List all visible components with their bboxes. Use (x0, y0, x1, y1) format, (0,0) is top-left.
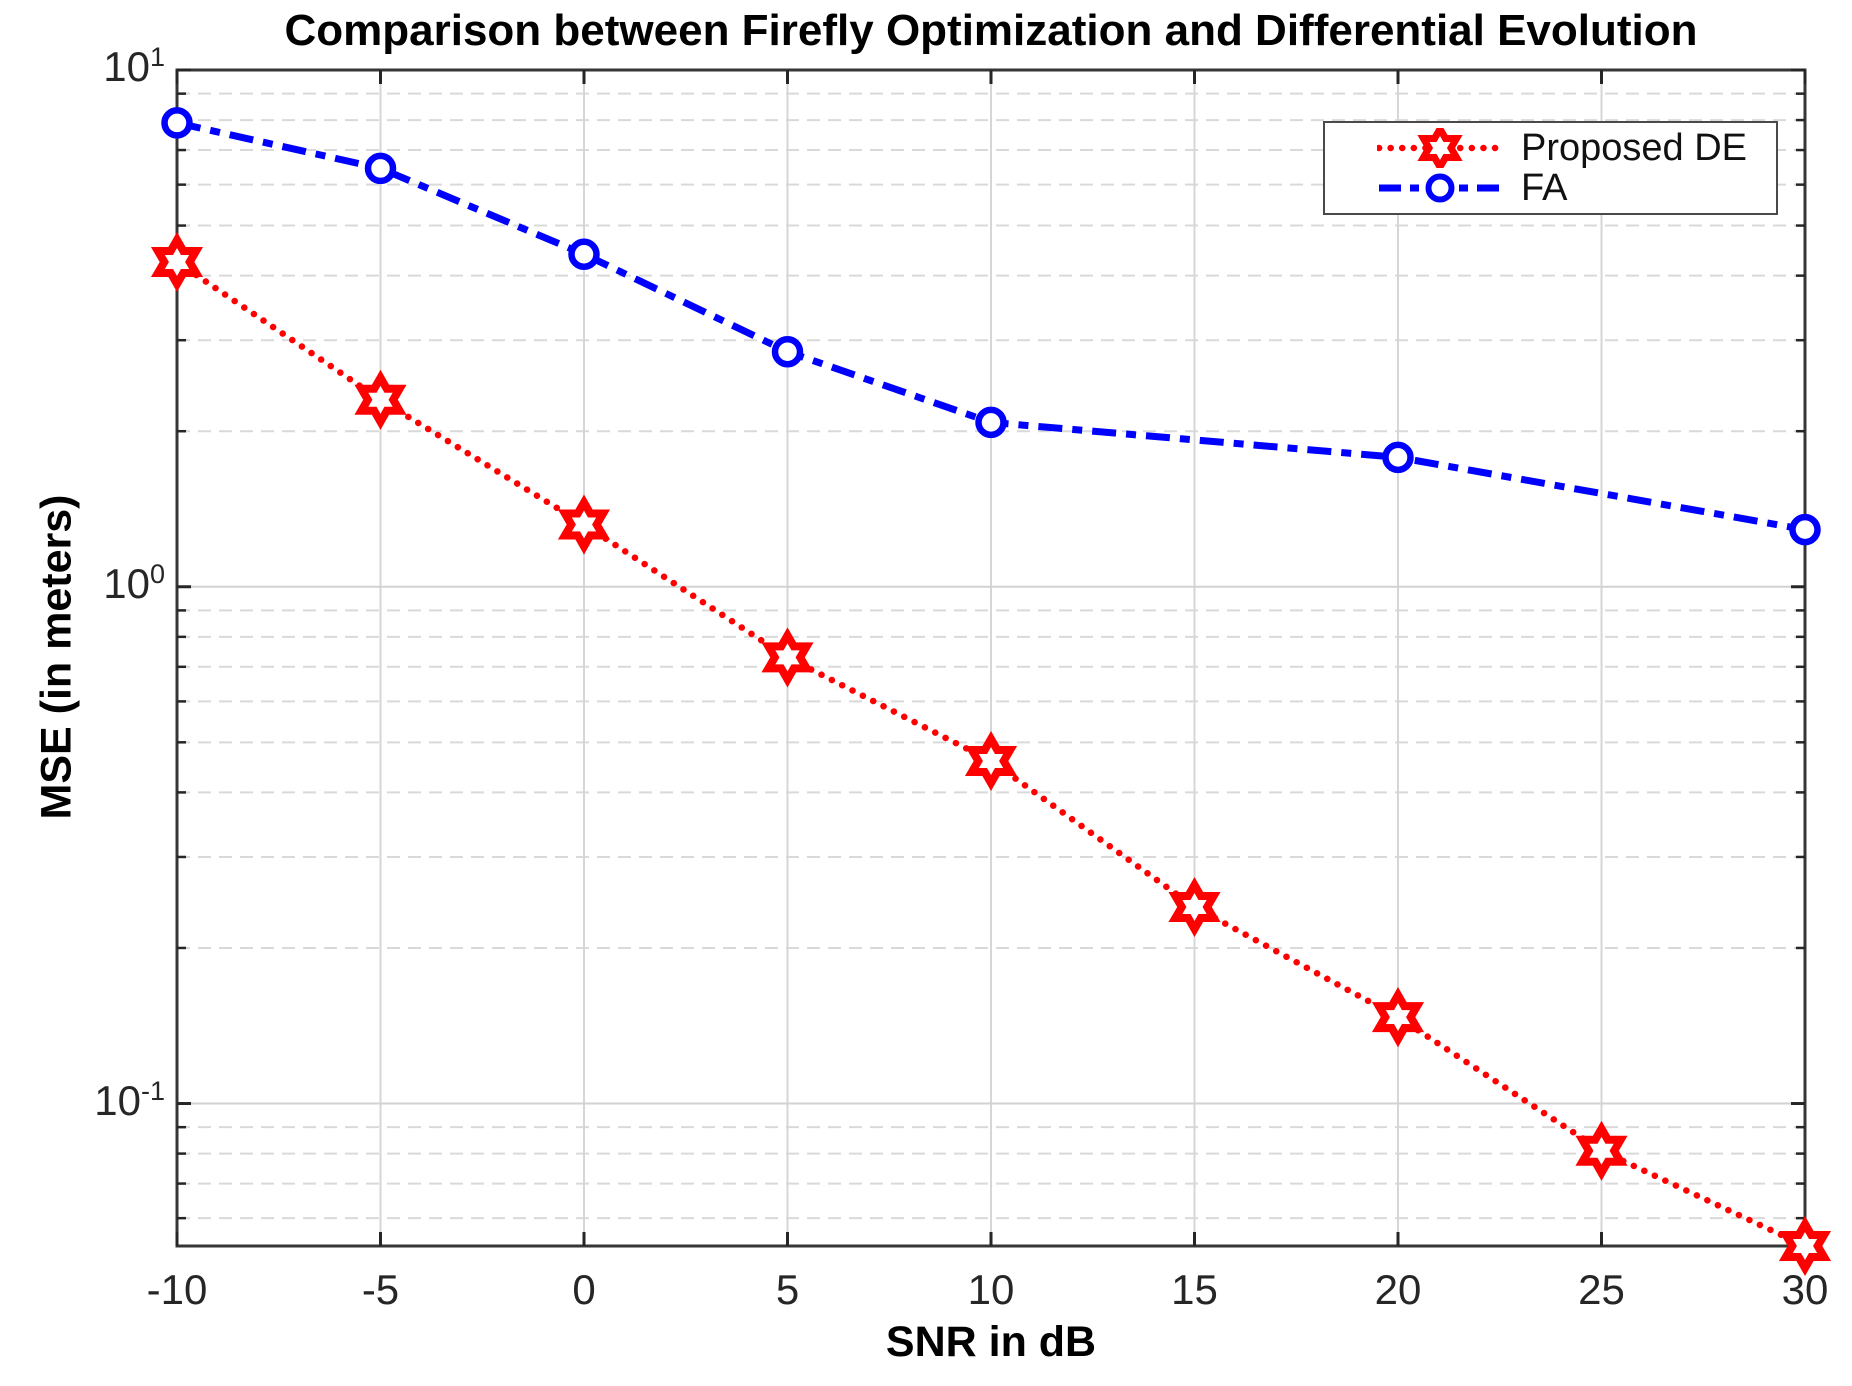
legend-sample-proposed-de (1377, 128, 1507, 168)
legend-entry-fa: FA (1377, 166, 1776, 209)
x-tick-label: 0 (572, 1266, 596, 1313)
series-fa (161, 107, 1821, 546)
x-tick-label: 25 (1578, 1266, 1625, 1313)
marker-circle (771, 335, 804, 368)
series-proposed-de (150, 231, 1832, 1277)
x-tick-label: 10 (967, 1266, 1015, 1313)
x-tick-label: 20 (1374, 1266, 1422, 1313)
y-tick-label: 101 (103, 42, 165, 90)
marker-hexagram (1575, 1120, 1628, 1181)
marker-hexagram (150, 231, 204, 293)
legend-label: FA (1521, 166, 1568, 209)
marker-hexagram (1417, 128, 1463, 168)
marker-circle (1789, 513, 1821, 546)
legend: Proposed DE FA (1323, 121, 1778, 215)
y-tick-label: 10-1 (94, 1075, 165, 1124)
marker-hexagram (964, 730, 1018, 792)
y-tick-label: 100 (103, 558, 165, 607)
marker-circle (975, 406, 1007, 439)
legend-entry-proposed-de: Proposed DE (1377, 126, 1776, 169)
legend-label: Proposed DE (1521, 126, 1748, 169)
marker-circle (161, 107, 193, 139)
x-tick-label: -5 (361, 1266, 400, 1313)
series-line-proposed-de (173, 258, 1809, 1250)
x-tick-label: 15 (1171, 1266, 1218, 1313)
marker-circle (364, 152, 397, 185)
x-tick-label: -10 (146, 1266, 208, 1313)
marker-hexagram (1371, 987, 1425, 1048)
x-axis-title: SNR in dB (885, 1318, 1097, 1366)
marker-hexagram (1778, 1215, 1832, 1277)
x-tick-label: 30 (1781, 1266, 1829, 1313)
legend-sample-fa (1379, 173, 1505, 203)
marker-hexagram (1168, 876, 1221, 938)
marker-circle (1382, 441, 1414, 474)
marker-circle (1425, 173, 1455, 203)
marker-hexagram (354, 369, 407, 430)
marker-hexagram (761, 627, 814, 688)
chart-title: Comparison between Firefly Optimization … (284, 6, 1698, 55)
x-tick-label: 5 (775, 1266, 800, 1313)
marker-circle (568, 238, 600, 270)
marker-hexagram (557, 494, 611, 555)
